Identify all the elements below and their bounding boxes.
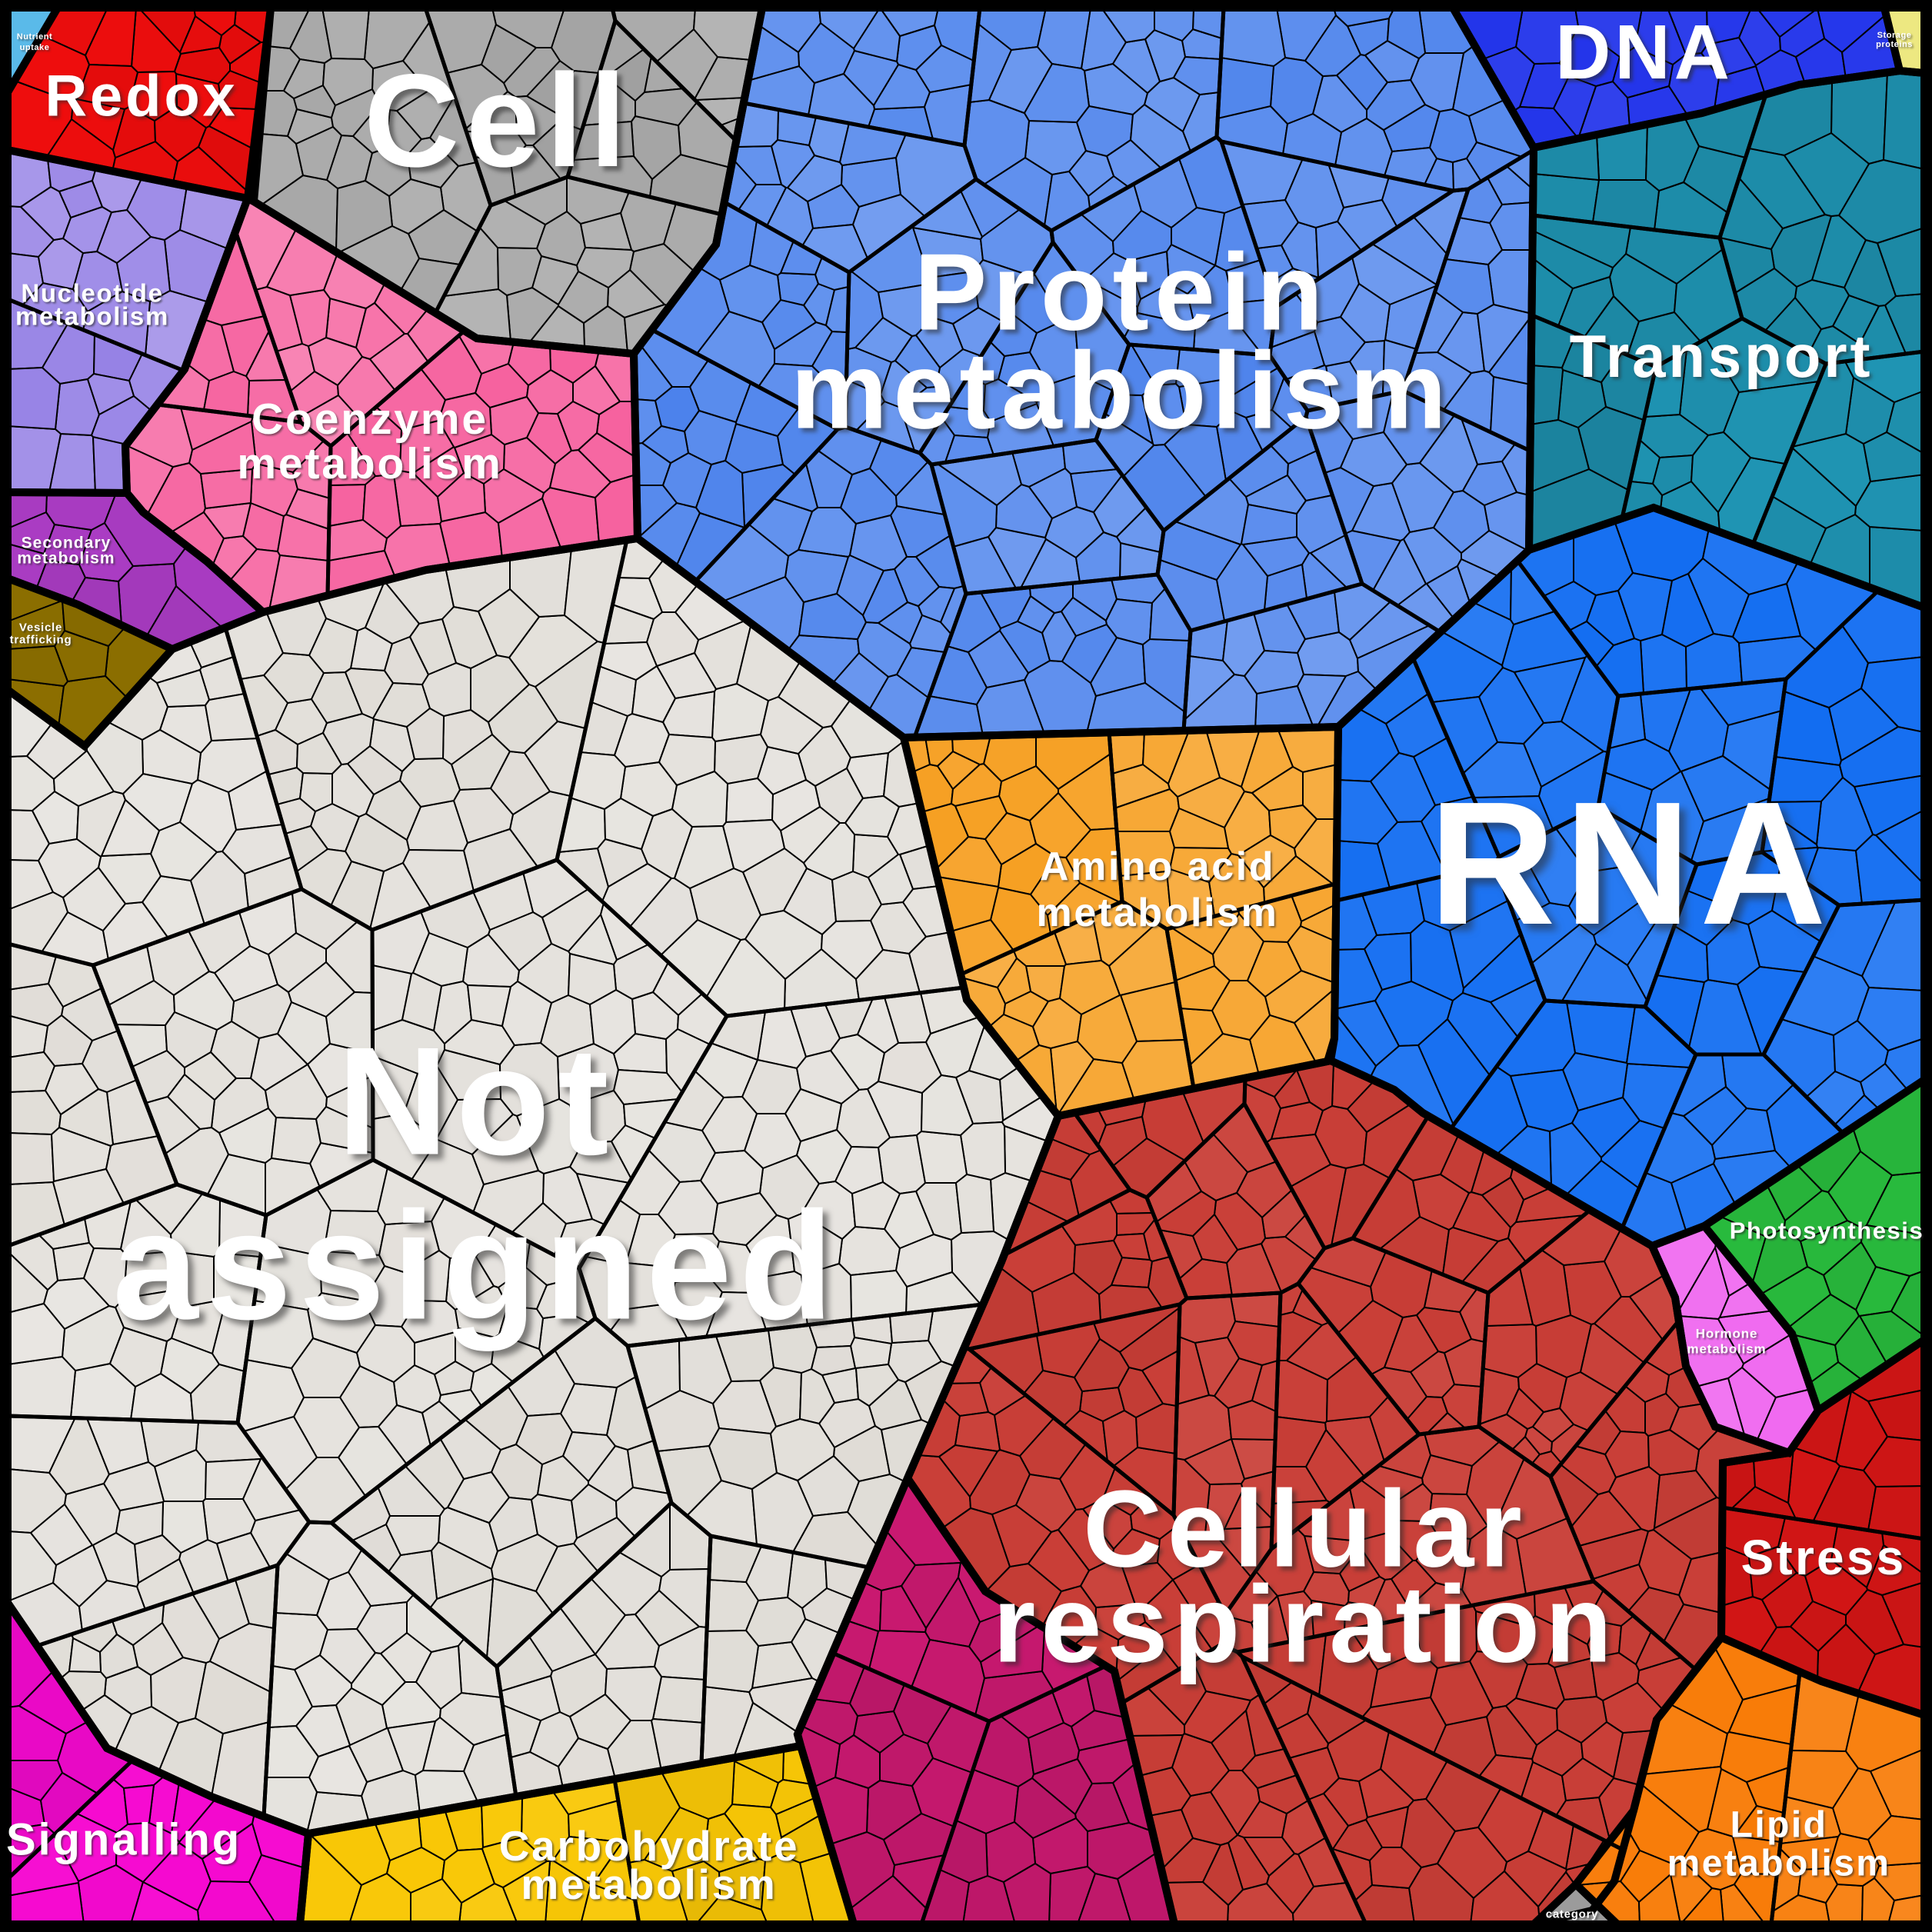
svg-text:metabolism: metabolism (15, 302, 169, 331)
svg-text:Cellular: Cellular (1083, 1468, 1527, 1591)
svg-text:Nutrient: Nutrient (17, 32, 53, 42)
svg-text:metabolism: metabolism (17, 550, 115, 568)
svg-text:metabolism: metabolism (521, 1860, 777, 1908)
svg-text:Cell: Cell (364, 47, 633, 195)
svg-text:proteins: proteins (1876, 40, 1913, 49)
svg-text:metabolism: metabolism (791, 330, 1452, 452)
svg-text:Storage: Storage (1877, 31, 1912, 40)
svg-text:Stress: Stress (1741, 1530, 1907, 1585)
svg-text:Carbohydrate: Carbohydrate (499, 1822, 800, 1870)
svg-text:Signalling: Signalling (6, 1815, 242, 1865)
svg-text:trafficking: trafficking (10, 634, 72, 647)
svg-text:metabolism: metabolism (1667, 1844, 1891, 1884)
svg-text:assigned: assigned (113, 1181, 841, 1352)
svg-text:category: category (1546, 1908, 1599, 1921)
svg-text:Transport: Transport (1570, 322, 1874, 390)
svg-text:metabolism: metabolism (237, 439, 502, 488)
svg-text:metabolism: metabolism (1687, 1342, 1767, 1357)
svg-text:Protein: Protein (914, 232, 1329, 354)
svg-text:RNA: RNA (1429, 766, 1835, 961)
svg-text:DNA: DNA (1555, 9, 1734, 95)
svg-text:Secondary: Secondary (22, 535, 112, 552)
svg-text:Not: Not (337, 1016, 616, 1188)
svg-text:Redox: Redox (45, 64, 238, 129)
svg-text:uptake: uptake (20, 43, 50, 52)
svg-text:Amino acid: Amino acid (1040, 844, 1275, 889)
svg-text:Hormone: Hormone (1696, 1327, 1758, 1341)
svg-text:metabolism: metabolism (1037, 891, 1279, 935)
svg-text:respiration: respiration (993, 1564, 1617, 1686)
svg-text:Nucleotide: Nucleotide (21, 279, 163, 308)
svg-text:Photosynthesis: Photosynthesis (1730, 1217, 1924, 1244)
svg-text:Vesicle: Vesicle (19, 621, 62, 635)
svg-text:Lipid: Lipid (1730, 1805, 1828, 1846)
svg-text:Coenzyme: Coenzyme (251, 395, 488, 444)
